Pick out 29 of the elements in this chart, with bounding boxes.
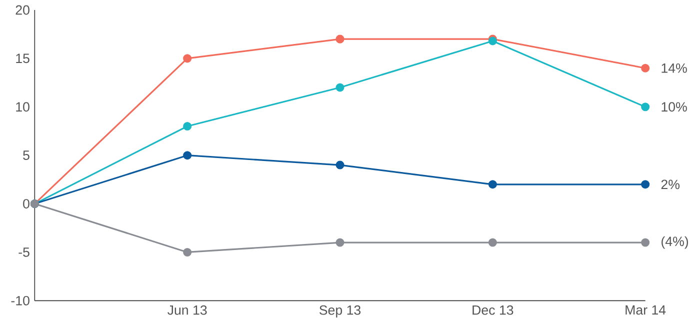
data-label: 14% xyxy=(662,63,687,73)
x-tick-label: Sep 13 xyxy=(319,305,361,318)
y-tick-label: -10 xyxy=(11,296,30,306)
x-tick-label: Mar 14 xyxy=(626,305,666,315)
point xyxy=(641,64,650,72)
data-label: (4%) xyxy=(662,236,688,249)
x-tick-label: Jun 13 xyxy=(168,305,207,315)
y-tick-label: 10 xyxy=(16,102,30,112)
y-tick-label: 0 xyxy=(23,199,30,208)
x-tick-label: Dec 13 xyxy=(472,305,514,315)
point xyxy=(336,34,344,44)
point xyxy=(183,151,192,160)
point xyxy=(488,180,497,189)
point xyxy=(641,238,650,247)
y-tick-label: 15 xyxy=(16,54,30,64)
point xyxy=(183,248,192,256)
y-tick-label: -5 xyxy=(18,248,30,257)
data-label: 10% xyxy=(662,102,687,112)
point xyxy=(641,180,650,189)
y-tick-label: 20 xyxy=(16,5,30,15)
data-label: 2% xyxy=(661,180,680,190)
point xyxy=(488,238,497,247)
point xyxy=(183,122,192,131)
point xyxy=(641,102,650,112)
point xyxy=(336,83,344,92)
point xyxy=(336,238,344,247)
point xyxy=(336,160,344,170)
point xyxy=(183,54,192,63)
y-tick-label: 5 xyxy=(23,150,30,160)
